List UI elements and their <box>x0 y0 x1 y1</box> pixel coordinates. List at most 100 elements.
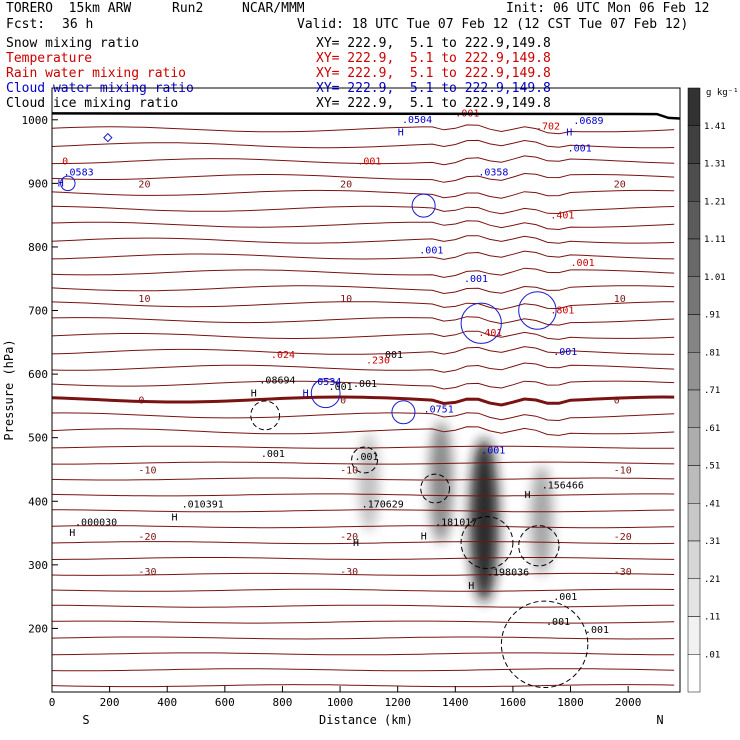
snow-shading-1 <box>429 421 453 544</box>
isotherm-line-23 <box>51 316 675 326</box>
contour-label: H <box>69 528 75 539</box>
contour-label: .170629 <box>362 500 404 511</box>
isotherm-label-1-1: -20 <box>340 532 358 543</box>
isotherm-line-0 <box>51 684 675 688</box>
contour-label: H <box>566 128 572 139</box>
colorbar-label: .21 <box>704 575 720 585</box>
cloud-water-contour-0 <box>411 193 436 218</box>
contour-label: H <box>524 490 530 501</box>
isotherm-label-2-1: -10 <box>340 465 358 476</box>
isotherm-line-2 <box>51 652 675 656</box>
snow-contour-2 <box>460 516 514 570</box>
colorbar-label: .01 <box>704 650 720 660</box>
contour-label: .001 <box>261 449 285 460</box>
isotherm-line-31 <box>51 189 675 199</box>
isotherm-label-3-2: 0 <box>614 396 620 407</box>
cloud-water-contour-1 <box>460 302 502 344</box>
y-tick-label: 700 <box>28 305 48 318</box>
contour-label: .401 <box>550 210 574 221</box>
isotherm-label-2-2: -10 <box>614 465 632 476</box>
contour-label: H <box>303 388 309 399</box>
contour-label: .001 <box>553 592 577 603</box>
colorbar-segment <box>687 616 701 655</box>
colorbar-segment <box>687 87 701 126</box>
isotherm-line-30 <box>51 205 675 215</box>
contour-label: .001 <box>329 382 353 393</box>
contour-label: .001 <box>553 347 577 358</box>
colorbar-label: 1.41 <box>704 122 726 132</box>
y-tick-label: 900 <box>28 177 48 190</box>
colorbar-label: .51 <box>704 462 720 472</box>
contour-label: .001 <box>568 144 592 155</box>
isotherm-label-5-2: 20 <box>614 179 626 190</box>
x-tick-label: 1200 <box>384 696 411 709</box>
terrain-line <box>51 112 681 120</box>
contour-label: .001 <box>481 446 505 457</box>
colorbar-segment <box>687 427 701 466</box>
isotherm-line-8 <box>51 557 675 560</box>
forecast-label: Fcst: <box>6 17 46 32</box>
contour-label: .024 <box>271 350 295 361</box>
isotherm-line-12 <box>51 493 675 497</box>
x-tick-label: 2000 <box>615 696 642 709</box>
snow-shading-2 <box>530 465 553 576</box>
legend-temperature: Temperature <box>6 51 93 66</box>
contour-label: .702 <box>536 121 560 132</box>
isotherm-label-4-2: 10 <box>614 294 626 305</box>
contour-label: .230 <box>366 355 390 366</box>
isotherm-label-3-1: 0 <box>340 396 346 407</box>
isotherm-label-5-0: 20 <box>138 179 150 190</box>
isotherm-line-33 <box>51 155 675 166</box>
colorbar-segment <box>687 125 701 164</box>
colorbar-label: .71 <box>704 386 720 396</box>
isotherm-label-5-1: 20 <box>340 179 352 190</box>
colorbar-unit: g kg⁻¹ <box>706 88 739 98</box>
x-tick-label: 1000 <box>327 696 354 709</box>
colorbar-label: .31 <box>704 537 720 547</box>
contour-label: H <box>421 531 427 542</box>
contour-label: .001 <box>571 258 595 269</box>
cloud-water-contour-5 <box>391 400 416 425</box>
colorbar-segment <box>687 503 701 542</box>
x-tick-label: 800 <box>273 696 293 709</box>
legend-cloud-ice-xy: XY= 222.9, 5.1 to 222.9,149.8 <box>316 96 551 111</box>
x-tick-label: 200 <box>100 696 120 709</box>
colorbar-segment <box>687 276 701 315</box>
contour-label: .0504 <box>402 115 432 126</box>
isotherm-line-7 <box>51 572 675 576</box>
init-time: Init: 06 UTC Mon 06 Feb 12 <box>506 1 710 16</box>
contour-label: H <box>398 128 404 139</box>
isotherm-label-2-0: -10 <box>138 465 156 476</box>
colorbar-label: 1.31 <box>704 160 726 170</box>
colorbar-label: .11 <box>704 613 720 623</box>
snow-contour-0 <box>351 446 379 474</box>
colorbar-segment <box>687 352 701 391</box>
contour-label: .001 <box>354 452 378 463</box>
contour-label: .401 <box>478 328 502 339</box>
contour-label: H <box>58 179 64 190</box>
isotherm-line-22 <box>51 330 675 340</box>
legend-rain-xy: XY= 222.9, 5.1 to 222.9,149.8 <box>316 66 551 81</box>
contour-label: .001 <box>546 617 570 628</box>
isotherm-line-10 <box>51 525 675 529</box>
contour-label: .08694 <box>259 376 295 387</box>
legend-cloud-ice: Cloud ice mixing ratio <box>6 96 179 111</box>
isotherm-line-21 <box>51 346 675 355</box>
contour-label: .001 <box>379 350 403 361</box>
contour-label: .156466 <box>542 481 584 492</box>
contour-label: .010391 <box>182 500 224 511</box>
isotherm-line-11 <box>52 509 675 513</box>
run-name: Run2 <box>172 1 204 16</box>
colorbar-label: 1.21 <box>704 197 726 207</box>
contour-label: H <box>353 538 359 549</box>
y-tick-label: 300 <box>28 559 48 572</box>
forecast-hour: 36 h <box>62 17 94 32</box>
contour-label: H <box>172 512 178 523</box>
legend-temperature-xy: XY= 222.9, 5.1 to 222.9,149.8 <box>316 51 551 66</box>
isotherm-line-28 <box>51 235 675 244</box>
snow-contour-1 <box>420 473 451 504</box>
valid-time: Valid: 18 UTC Tue 07 Feb 12 (12 CST Tue … <box>297 17 689 32</box>
isotherm-label-0-2: -30 <box>614 567 632 578</box>
colorbar-segment <box>687 163 701 202</box>
